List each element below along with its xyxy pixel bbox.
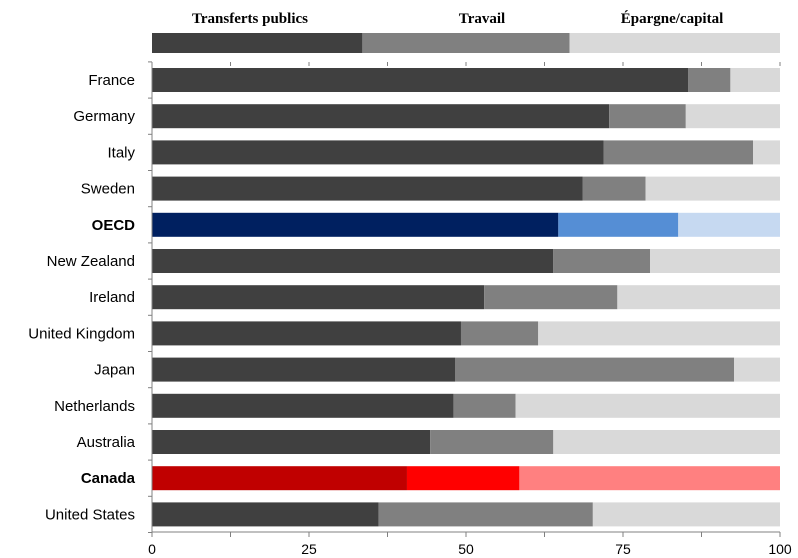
category-label-france: France [88, 72, 135, 89]
bar-canada-travail [406, 466, 520, 491]
bar-oecd-pargne-capital [678, 212, 780, 237]
bar-japan-pargne-capital [734, 357, 780, 382]
legend-swatch-travail [362, 33, 570, 53]
bar-united-kingdom-pargne-capital [538, 321, 780, 346]
bar-australia-pargne-capital [553, 430, 780, 454]
bar-canada-pargne-capital [519, 466, 780, 491]
bar-germany-travail [609, 104, 686, 129]
bar-new-zealand-travail [553, 249, 651, 273]
bar-japan-transferts-publics [152, 357, 456, 382]
legend-swatch-transferts-publics [152, 33, 363, 53]
bar-new-zealand-transferts-publics [152, 249, 554, 273]
category-label-netherlands: Netherlands [54, 398, 135, 415]
bar-united-states-travail [378, 502, 593, 527]
category-label-united-states: United States [45, 506, 135, 523]
axes: 0 25 50 75 100 [148, 61, 792, 557]
bar-japan-travail [455, 357, 735, 382]
x-tick-label-0: 0 [148, 541, 156, 557]
bar-france-travail [688, 68, 731, 92]
category-label-new-zealand: New Zealand [47, 253, 135, 270]
bar-canada-transferts-publics [152, 466, 407, 491]
bar-oecd-transferts-publics [152, 212, 559, 237]
bar-netherlands-travail [453, 393, 516, 418]
bar-united-kingdom-travail [460, 321, 539, 346]
category-label-italy: Italy [107, 144, 135, 161]
bar-oecd-travail [558, 212, 679, 237]
bar-sweden-travail [582, 176, 646, 201]
category-label-sweden: Sweden [81, 181, 135, 198]
legend-label-transferts-publics: Transferts publics [192, 11, 308, 27]
bar-ireland-travail [484, 285, 618, 310]
bar-italy-pargne-capital [752, 140, 780, 165]
bar-new-zealand-pargne-capital [650, 249, 780, 273]
category-label-oecd: OECD [92, 217, 136, 234]
category-label-canada: Canada [81, 470, 136, 487]
bar-united-states-pargne-capital [592, 502, 780, 527]
bar-france-transferts-publics [152, 68, 689, 92]
bar-ireland-transferts-publics [152, 285, 485, 310]
x-tick-label-100: 100 [768, 541, 792, 557]
category-label-australia: Australia [77, 434, 136, 451]
bar-ireland-pargne-capital [617, 285, 780, 310]
category-label-japan: Japan [94, 362, 135, 379]
bar-italy-travail [603, 140, 753, 165]
bar-france-pargne-capital [730, 68, 780, 92]
bar-sweden-transferts-publics [152, 176, 583, 201]
bar-germany-pargne-capital [685, 104, 780, 129]
legend-swatch-pargne-capital [569, 33, 780, 53]
category-label-united-kingdom: United Kingdom [28, 325, 135, 342]
legend: Transferts publics Travail Épargne/capital [152, 10, 780, 53]
bar-united-states-transferts-publics [152, 502, 379, 527]
bar-netherlands-pargne-capital [515, 393, 780, 418]
bar-united-kingdom-transferts-publics [152, 321, 461, 346]
x-tick-label-75: 75 [615, 541, 631, 557]
x-tick-label-25: 25 [301, 541, 317, 557]
category-label-germany: Germany [73, 108, 135, 125]
bar-australia-travail [430, 430, 554, 454]
bar-italy-transferts-publics [152, 140, 604, 165]
category-label-ireland: Ireland [89, 289, 135, 306]
legend-label-travail: Travail [459, 11, 505, 27]
bar-australia-transferts-publics [152, 430, 431, 454]
x-tick-label-50: 50 [458, 541, 474, 557]
bar-netherlands-transferts-publics [152, 393, 454, 418]
bar-sweden-pargne-capital [645, 176, 780, 201]
bars: France Germany Italy Sweden OECD New Zealand I… [28, 68, 780, 527]
bar-germany-transferts-publics [152, 104, 610, 129]
legend-label-pargne-capital: Épargne/capital [621, 10, 724, 27]
